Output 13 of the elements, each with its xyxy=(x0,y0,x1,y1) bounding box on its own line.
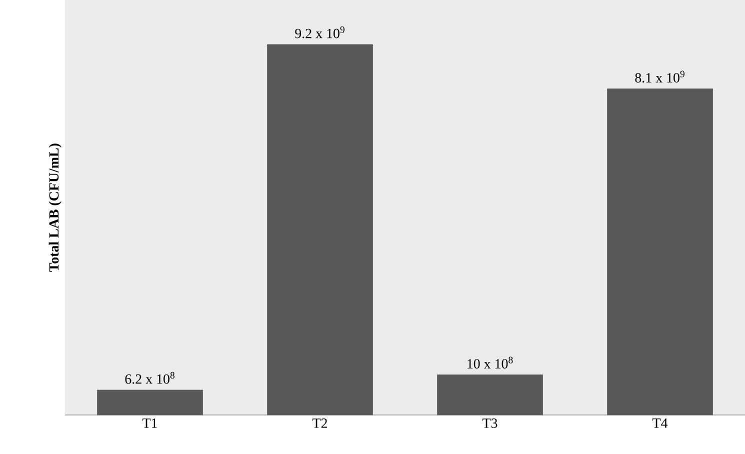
data-label: 6.2 x 10$^{8}$ xyxy=(125,372,174,384)
bar xyxy=(437,374,543,416)
bar xyxy=(267,44,373,416)
x-tick-label: T2 xyxy=(312,418,327,428)
y-axis-title: Total LAB (CFU/mL) xyxy=(48,144,62,272)
x-tick-label: T3 xyxy=(482,418,498,428)
x-tick-label: T4 xyxy=(652,418,668,428)
data-label: 9.2 x 10$^{9}$ xyxy=(295,26,344,38)
bar xyxy=(97,390,203,416)
data-label: 8.1 x 10$^{9}$ xyxy=(635,70,684,83)
data-label: 10 x 10$^{8}$ xyxy=(468,356,513,369)
bar xyxy=(607,88,713,416)
x-tick-label: T1 xyxy=(142,418,157,428)
